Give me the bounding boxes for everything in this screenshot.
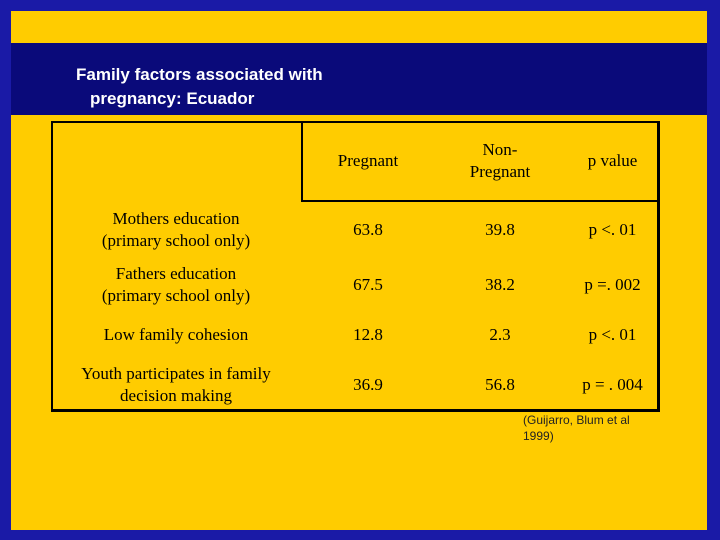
table-cell: 2.3 <box>489 325 511 344</box>
citation: (Guijarro, Blum et al 1999) <box>523 412 663 444</box>
table-cell: 36.9 <box>353 375 383 394</box>
column-header: Pregnant <box>337 151 399 170</box>
table-cell: 12.8 <box>353 325 383 344</box>
header-separator <box>301 121 303 201</box>
table-cell: p = . 004 <box>582 375 643 394</box>
table-cell: p <. 01 <box>588 220 637 239</box>
table-cell: 67.5 <box>353 275 383 294</box>
table-cell: p =. 002 <box>584 275 641 294</box>
table-cell: p <. 01 <box>588 325 637 344</box>
citation-text: (Guijarro, Blum et al 1999) <box>523 413 630 443</box>
data-table <box>51 121 660 412</box>
slide-title-line2: pregnancy: Ecuador <box>90 89 255 108</box>
title-band <box>11 43 707 115</box>
row-label: Mothers education (primary school only) <box>101 209 251 250</box>
column-header: p value <box>587 151 638 170</box>
header-bottom-rule <box>301 200 660 202</box>
column-header: Non- Pregnant <box>469 140 531 181</box>
table-cell: 56.8 <box>485 375 515 394</box>
row-label: Youth participates in family decision ma… <box>81 364 271 405</box>
table-cell: 39.8 <box>485 220 515 239</box>
slide-title-line1: Family factors associated with <box>76 65 323 84</box>
row-label: Fathers education (primary school only) <box>101 264 251 305</box>
row-label: Low family cohesion <box>103 325 249 344</box>
table-cell: 63.8 <box>353 220 383 239</box>
table-cell: 38.2 <box>485 275 515 294</box>
slide-title: Family factors associated with pregnancy… <box>76 63 323 111</box>
